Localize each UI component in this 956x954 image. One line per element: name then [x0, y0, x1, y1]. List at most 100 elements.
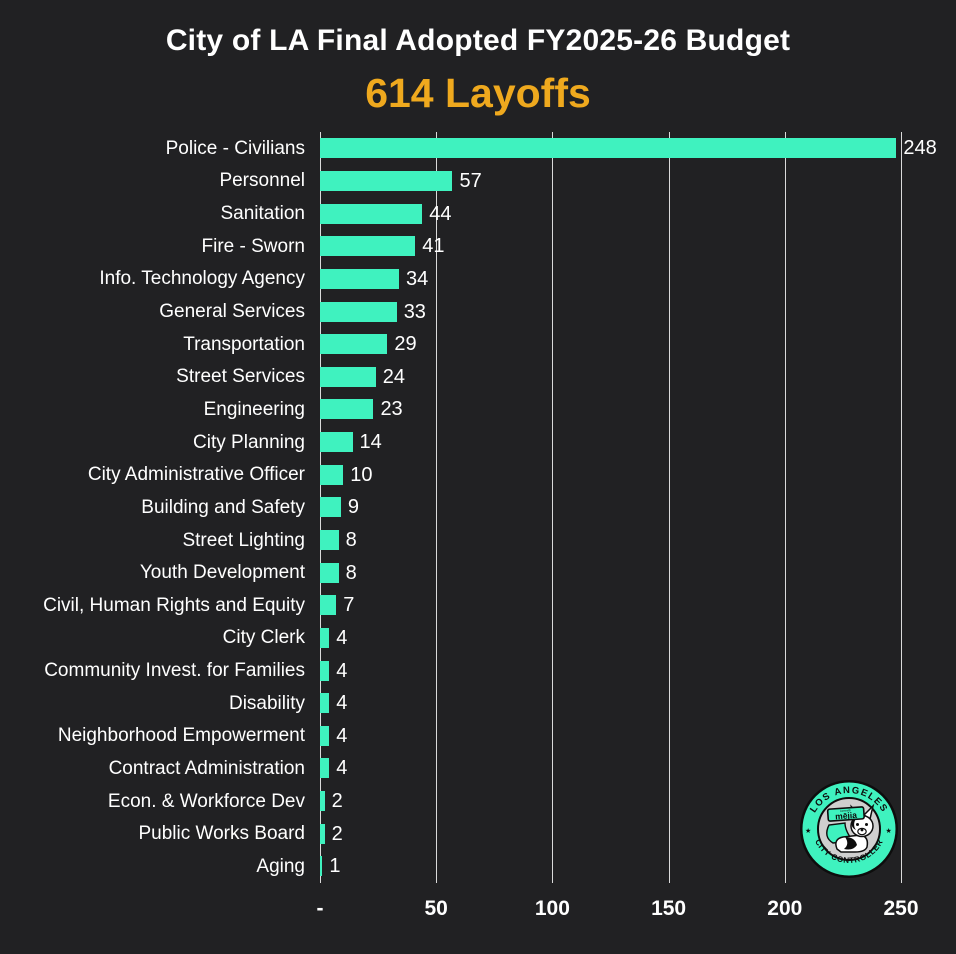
bar-value-label: 34: [406, 267, 429, 290]
chart-row: Police - Civilians 248: [0, 132, 956, 165]
chart-row: Disability 4: [0, 687, 956, 720]
row-plot: 10: [320, 458, 956, 491]
row-plot: 1: [320, 850, 956, 883]
row-plot: 4: [320, 622, 956, 655]
category-label: Disability: [228, 692, 305, 714]
bar-value-label: 57: [459, 169, 482, 192]
bar-chart: Police - Civilians 248 Personnel 57 Sanitati…: [0, 132, 956, 883]
category-label: Fire - Sworn: [201, 235, 305, 257]
row-plot: 23: [320, 393, 956, 426]
gridline: [552, 132, 554, 883]
x-axis-tick: 50: [424, 897, 448, 920]
chart-row: Transportation 29: [0, 328, 956, 361]
category-label: Civil, Human Rights and Equity: [43, 594, 305, 616]
category-label: Engineering: [203, 398, 305, 420]
category-label: Street Lighting: [182, 529, 305, 551]
bar: [320, 464, 344, 485]
row-plot: 2: [320, 785, 956, 818]
chart-row: Econ. & Workforce Dev 2: [0, 785, 956, 818]
chart-row: City Planning 14: [0, 426, 956, 459]
bar: [320, 432, 353, 453]
row-plot: 2: [320, 817, 956, 850]
category-label: Youth Development: [139, 562, 305, 584]
chart-row: Public Works Board 2: [0, 817, 956, 850]
row-plot: 4: [320, 687, 956, 720]
row-plot: 29: [320, 328, 956, 361]
bar-value-label: 23: [380, 398, 403, 421]
category-label: General Services: [159, 301, 305, 323]
bar-value-label: 10: [350, 463, 373, 486]
category-label: Public Works Board: [138, 823, 306, 845]
x-axis-tick: -: [316, 897, 324, 920]
bar: [320, 268, 400, 289]
bar-value-label: 4: [336, 659, 348, 682]
bar: [320, 236, 416, 257]
x-axis-tick: 150: [651, 897, 687, 920]
x-axis: - 50 100 150 200 250: [316, 897, 919, 927]
x-axis-tick: 200: [767, 897, 803, 920]
bar-value-label: 29: [394, 333, 417, 356]
row-plot: 248: [320, 132, 956, 165]
row-plot: 4: [320, 752, 956, 785]
category-label: City Administrative Officer: [87, 464, 305, 486]
chart-title: City of LA Final Adopted FY2025-26 Budge…: [165, 24, 791, 57]
star-icon: ★: [886, 827, 892, 835]
row-plot: 8: [320, 524, 956, 557]
city-controller-logo: LOS ANGELES CITY CONTROLLER ★ ★: [800, 780, 898, 878]
bar: [320, 791, 325, 812]
bar-value-label: 9: [347, 496, 360, 519]
bar: [320, 562, 339, 583]
bar: [320, 203, 423, 224]
category-label: City Planning: [193, 431, 305, 453]
bar: [320, 497, 341, 518]
bar-value-label: 33: [403, 300, 426, 323]
bar: [320, 856, 323, 877]
chart-row: Personnel 57: [0, 165, 956, 198]
category-label: Aging: [256, 855, 305, 877]
chart-row: Building and Safety 9: [0, 491, 956, 524]
chart-row: Youth Development 8: [0, 556, 956, 589]
category-label: Sanitation: [220, 203, 305, 225]
bar: [320, 530, 339, 550]
bar: [320, 399, 374, 420]
bar: [320, 660, 330, 681]
category-label: Community Invest. for Families: [44, 660, 305, 682]
bar-value-label: 4: [336, 692, 348, 715]
bar-value-label: 14: [359, 431, 382, 454]
bar-value-label: 7: [343, 594, 355, 617]
chart-row: Aging 1: [0, 850, 956, 883]
x-axis-tick: 250: [883, 897, 919, 920]
bar-value-label: 4: [336, 626, 348, 649]
gridline: [436, 132, 438, 883]
chart-row: Community Invest. for Families 4: [0, 654, 956, 687]
category-label: Econ. & Workforce Dev: [107, 790, 305, 812]
chart-row: General Services 33: [0, 295, 956, 328]
logo-name-banner: kenneth mējia: [826, 806, 865, 822]
chart-row: Street Lighting 8: [0, 524, 956, 557]
row-plot: 41: [320, 230, 956, 263]
category-label: Building and Safety: [141, 496, 305, 518]
category-label: Police - Civilians: [165, 137, 305, 159]
row-plot: 14: [320, 426, 956, 459]
chart-row: Info. Technology Agency 34: [0, 263, 956, 296]
row-plot: 57: [320, 165, 956, 198]
chart-row: Engineering 23: [0, 393, 956, 426]
bar-value-label: 248: [903, 137, 937, 160]
row-plot: 7: [320, 589, 956, 622]
gridline: [901, 132, 902, 883]
row-plot: 34: [320, 263, 956, 296]
row-plot: 24: [320, 360, 956, 393]
bar: [320, 301, 397, 322]
category-label: Contract Administration: [108, 757, 305, 779]
row-plot: 33: [320, 295, 956, 328]
bar-value-label: 4: [336, 757, 348, 780]
bar-value-label: 2: [331, 822, 343, 845]
bar: [320, 823, 325, 844]
category-label: City Clerk: [222, 627, 305, 649]
chart-subtitle: 614 Layoffs: [365, 70, 591, 116]
bar: [320, 758, 330, 779]
logo-small-text: kenneth: [840, 808, 851, 813]
bar: [320, 366, 376, 387]
bar: [320, 170, 453, 191]
